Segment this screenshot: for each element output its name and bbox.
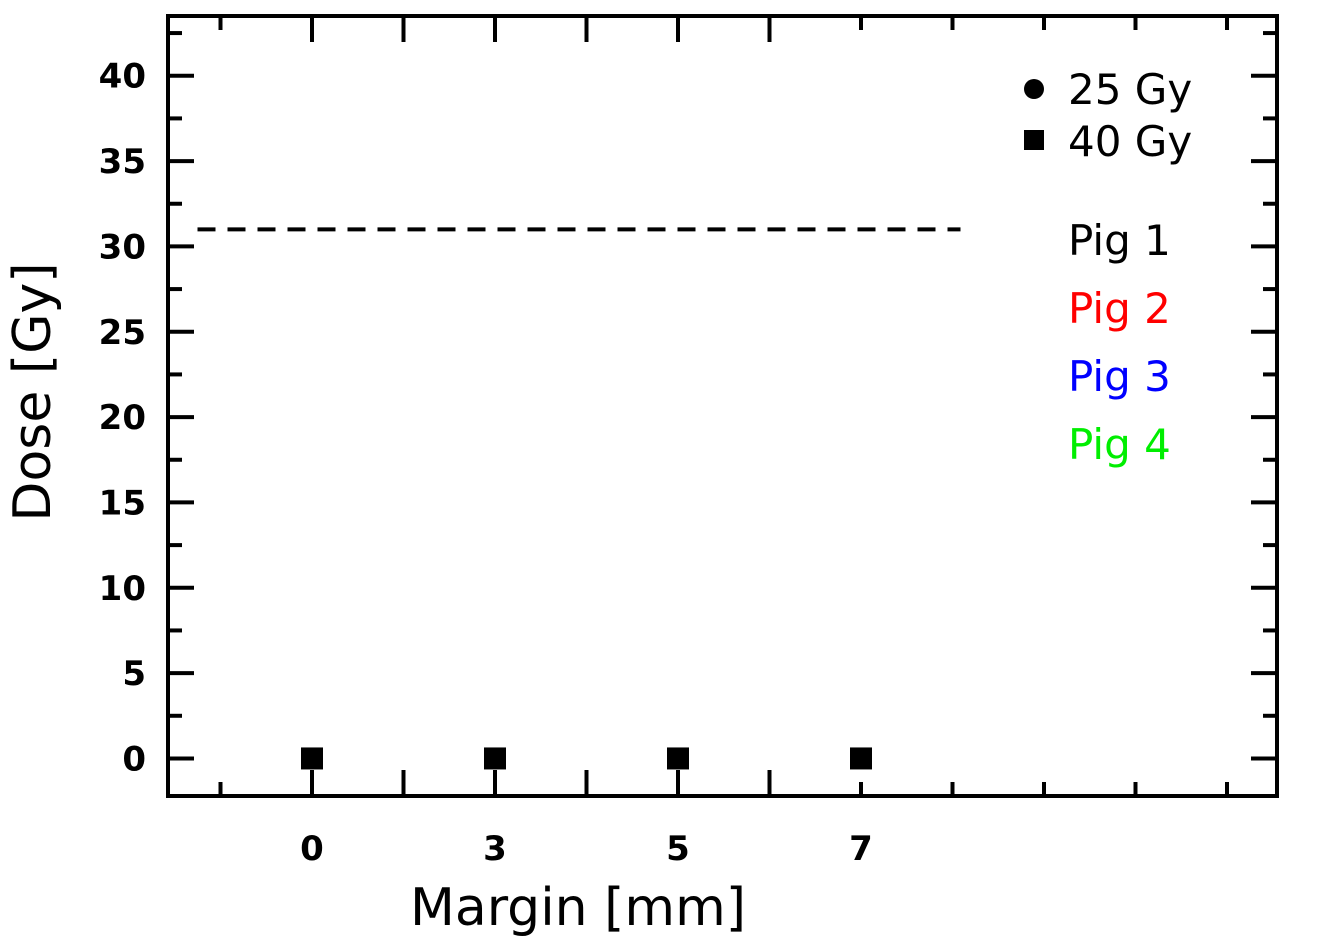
x-axis-title: Margin [mm] — [410, 878, 746, 938]
legend-label-25gy: 25 Gy — [1068, 65, 1192, 114]
legend-label-40gy: 40 Gy — [1068, 117, 1192, 166]
y-tick-label: 10 — [99, 569, 146, 609]
y-tick-labels: 0 5 10 15 20 25 30 35 40 — [99, 57, 146, 780]
data-point-square — [667, 747, 689, 770]
data-point-square — [301, 747, 323, 770]
y-tick-label: 5 — [122, 654, 146, 694]
legend-marker-25gy: 25 Gy — [1024, 65, 1192, 114]
x-tick-label: 5 — [666, 829, 690, 869]
data-points — [301, 747, 872, 770]
legend-groups: Pig 1 Pig 2 Pig 3 Pig 4 — [1068, 216, 1171, 469]
legend-group-label: Pig 2 — [1068, 284, 1171, 333]
x-tick-label: 7 — [849, 829, 873, 869]
y-tick-label: 40 — [99, 57, 146, 97]
y-tick-label: 35 — [99, 142, 146, 182]
axis-ticks — [168, 16, 1277, 796]
data-point-square — [850, 747, 872, 770]
legend-group-label: Pig 3 — [1068, 352, 1171, 401]
y-tick-label: 25 — [99, 313, 146, 353]
y-tick-label: 15 — [99, 483, 146, 523]
legend-marker-40gy: 40 Gy — [1024, 117, 1192, 166]
circle-marker-icon — [1024, 79, 1044, 99]
plot-frame — [166, 14, 1279, 798]
y-axis-title: Dose [Gy] — [3, 262, 63, 521]
x-tick-labels: 0 3 5 7 — [300, 829, 873, 869]
data-point-square — [484, 747, 506, 770]
x-tick-label: 3 — [483, 829, 507, 869]
y-tick-label: 20 — [99, 398, 146, 438]
legend-group-label: Pig 4 — [1068, 420, 1171, 469]
square-marker-icon — [1024, 130, 1044, 150]
y-tick-label: 30 — [99, 227, 146, 267]
x-tick-label: 0 — [300, 829, 324, 869]
legend-group-label: Pig 1 — [1068, 216, 1171, 265]
y-tick-label: 0 — [122, 739, 146, 779]
